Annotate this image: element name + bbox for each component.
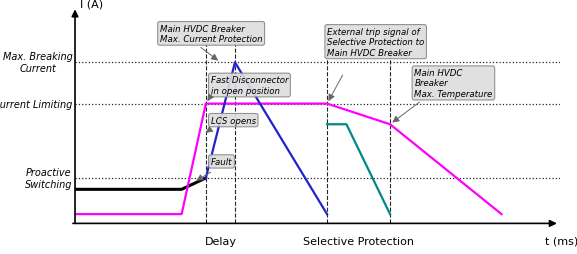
Text: t (ms): t (ms) [545, 236, 577, 246]
Text: Max. Breaking
Current: Max. Breaking Current [3, 52, 73, 74]
Text: External trip signal of
Selective Protection to
Main HVDC Breaker: External trip signal of Selective Protec… [327, 28, 424, 57]
Text: Delay: Delay [204, 236, 237, 246]
Text: Selective Protection: Selective Protection [303, 236, 414, 246]
Text: Fault: Fault [211, 157, 232, 166]
Text: Main HVDC Breaker
Max. Current Protection: Main HVDC Breaker Max. Current Protectio… [160, 25, 263, 44]
Text: Fast Disconnector
in open position: Fast Disconnector in open position [211, 76, 288, 95]
Text: LCS opens: LCS opens [211, 116, 256, 125]
Text: Proactive
Switching: Proactive Switching [25, 167, 73, 189]
Text: Main HVDC
Breaker
Max. Temperature: Main HVDC Breaker Max. Temperature [414, 69, 493, 99]
Text: I (A): I (A) [80, 0, 103, 10]
Text: Current Limiting: Current Limiting [0, 99, 73, 109]
